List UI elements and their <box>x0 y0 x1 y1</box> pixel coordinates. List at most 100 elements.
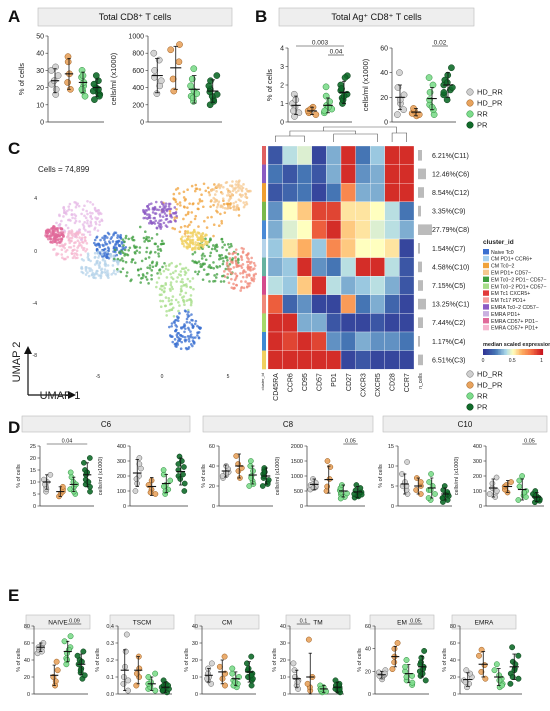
umap-point <box>164 296 168 299</box>
umap-point <box>169 214 172 218</box>
umap-point <box>129 279 132 283</box>
umap-point <box>165 314 168 317</box>
heatmap-cell <box>282 331 298 351</box>
umap-point <box>70 213 74 217</box>
cluster-legend-label: EM Tc0−2 PD1− CD57− <box>491 277 546 283</box>
umap-point <box>194 187 198 190</box>
umap-point <box>229 242 233 246</box>
umap-point <box>90 217 94 221</box>
heatmap-cell <box>297 238 312 258</box>
umap-point <box>124 260 128 264</box>
umap-point <box>173 342 177 346</box>
heatmap-cell <box>370 220 385 240</box>
umap-point <box>225 261 229 265</box>
heatmap-row-label: 6.21%(C11) <box>432 153 469 160</box>
umap-point <box>96 259 99 263</box>
data-point-RR <box>409 679 416 686</box>
data-point-RR <box>403 674 410 680</box>
umap-point <box>173 206 177 209</box>
y-tick-label: 0 <box>368 692 371 698</box>
umap-point <box>70 239 73 243</box>
umap-point <box>189 235 192 238</box>
umap-point <box>112 254 116 257</box>
umap-point <box>174 298 178 302</box>
umap-point <box>178 312 181 315</box>
heatmap-cell <box>370 294 385 314</box>
umap-point <box>76 256 79 260</box>
data-point-HD_RR <box>136 461 143 467</box>
umap-point <box>48 236 52 240</box>
n-cells-bar <box>418 298 426 310</box>
data-point-PR <box>210 98 218 105</box>
umap-point <box>195 261 199 265</box>
umap-point <box>171 306 175 310</box>
cluster-legend-label: EM Tc1 CXCR5+ <box>491 291 530 297</box>
umap-point <box>215 190 218 193</box>
umap-point <box>184 213 188 217</box>
data-point-PR <box>181 488 188 494</box>
data-point-HD_PR <box>175 58 183 66</box>
umap-point <box>89 267 92 271</box>
umap-point <box>109 255 112 258</box>
umap-point <box>95 236 98 239</box>
color-scale-tick: 0.5 <box>509 358 516 364</box>
umap-point <box>235 180 238 183</box>
umap-point <box>161 299 165 303</box>
umap-point <box>180 289 183 293</box>
heatmap-cell <box>340 313 356 333</box>
umap-point <box>226 276 229 279</box>
umap-point <box>194 183 198 187</box>
umap-point <box>165 217 169 221</box>
data-point-RR <box>496 677 503 684</box>
color-scale-step <box>504 349 506 355</box>
umap-point <box>156 272 159 275</box>
umap-point <box>188 238 191 241</box>
heatmap-cell <box>267 164 283 184</box>
umap-point <box>178 293 182 296</box>
cluster-legend-label: EMRA CD57+ PD1+ <box>491 326 538 332</box>
umap-point <box>96 252 100 255</box>
y-tick-label: 30 <box>36 68 44 75</box>
row-cluster-swatch <box>262 201 266 221</box>
heatmap-cell <box>384 164 400 184</box>
data-point-HD_RR <box>394 84 402 91</box>
heatmap-cell <box>311 164 327 184</box>
panel-header-box <box>25 614 91 630</box>
umap-point <box>156 248 160 251</box>
umap-point <box>238 179 241 182</box>
legend-dot-HD_RR <box>466 370 474 378</box>
umap-point <box>194 233 198 236</box>
umap-point <box>156 221 160 225</box>
data-point-HD_RR <box>52 63 59 71</box>
data-point-HD_PR <box>147 489 154 496</box>
umap-point <box>220 219 223 223</box>
data-point-PR <box>80 648 87 655</box>
panel-header-label: EMRA <box>475 619 494 626</box>
umap-point <box>171 287 174 291</box>
umap-point <box>183 330 186 334</box>
data-point-HD_PR <box>169 75 177 83</box>
data-point-RR <box>344 490 350 497</box>
data-point-HD_PR <box>304 680 311 687</box>
umap-point <box>125 271 129 274</box>
data-point-RR <box>78 85 86 93</box>
y-tick-label: 5 <box>391 484 394 490</box>
heatmap-cell <box>326 276 342 295</box>
umap-point <box>106 272 110 275</box>
umap-y-tick: 4 <box>34 196 37 202</box>
umap-point <box>167 268 170 272</box>
heatmap-cell <box>355 313 371 333</box>
cluster-legend-swatch <box>483 311 489 317</box>
color-scale-step <box>528 349 530 355</box>
umap-point <box>212 188 216 191</box>
umap-point <box>223 243 226 247</box>
data-point-HD_RR <box>494 488 500 494</box>
umap-point <box>197 270 201 273</box>
umap-point <box>58 223 62 227</box>
cluster-legend-swatch <box>483 324 489 331</box>
umap-point <box>53 238 57 242</box>
umap-point <box>239 289 242 292</box>
umap-point <box>202 205 205 209</box>
umap-point <box>192 228 196 232</box>
umap-point <box>67 239 71 242</box>
